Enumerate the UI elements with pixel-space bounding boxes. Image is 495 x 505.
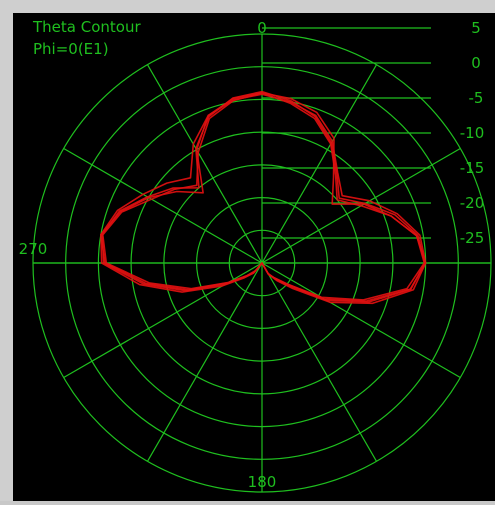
series-traces (100, 90, 427, 305)
grid-spoke (146, 262, 263, 462)
radial-tick-label-5: 5 (471, 19, 481, 37)
chart-title: Theta Contour (32, 18, 141, 36)
grid-spoke (63, 147, 263, 264)
polar-plot-area: Theta Contour Phi=0(E1) 0 270 180 5 0 -5… (13, 13, 495, 501)
angle-label-270: 270 (19, 240, 48, 258)
grid-spoke (146, 64, 263, 264)
radial-tick-label-minus25: -25 (460, 229, 485, 247)
angle-label-0: 0 (257, 19, 267, 37)
labels: Theta Contour Phi=0(E1) 0 270 180 5 0 -5… (19, 18, 485, 491)
radial-tick-label-minus20: -20 (460, 194, 485, 212)
radial-tick-label-minus10: -10 (460, 124, 485, 142)
polar-chart: Theta Contour Phi=0(E1) 0 270 180 5 0 -5… (19, 18, 492, 493)
grid-spoke (261, 262, 461, 379)
radial-tick-label-minus15: -15 (460, 159, 485, 177)
grid-spoke (63, 262, 263, 379)
radial-tick-label-minus5: -5 (469, 89, 484, 107)
chart-subtitle: Phi=0(E1) (33, 40, 109, 58)
radial-tick-label-0: 0 (471, 54, 481, 72)
series-trace-4 (101, 90, 426, 303)
radial-tick-marks (262, 27, 431, 239)
grid-spoke (261, 64, 378, 264)
grid-spoke (261, 262, 378, 462)
angle-label-180: 180 (248, 473, 277, 491)
